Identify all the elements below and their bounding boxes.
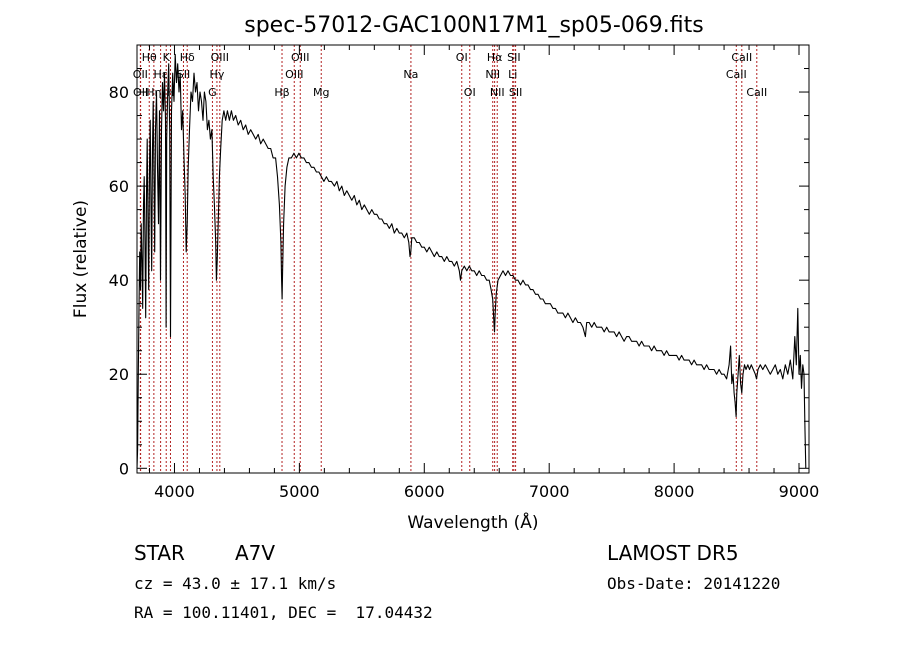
observation-date: Obs-Date: 20141220 <box>607 574 781 593</box>
line-label: CaII <box>726 68 747 81</box>
line-label: NII <box>485 68 500 81</box>
x-tick-label: 7000 <box>529 482 570 501</box>
x-tick-label: 8000 <box>654 482 695 501</box>
y-tick-label: 40 <box>109 271 129 290</box>
line-label: OIII <box>291 51 309 64</box>
axis-ticks: 4000 5000 6000 7000 8000 9000 0 20 40 60 80 <box>109 44 820 501</box>
line-label: Hδ <box>180 51 195 64</box>
line-label: CaII <box>731 51 752 64</box>
x-tick-label: 9000 <box>779 482 820 501</box>
x-tick-label: 4000 <box>154 482 195 501</box>
spectral-subclass: A7V <box>235 541 276 565</box>
line-label: SII <box>177 68 190 81</box>
y-axis-label: Flux (relative) <box>71 200 91 318</box>
line-label: OII <box>133 86 148 99</box>
y-tick-label: 20 <box>109 365 129 384</box>
line-label: OII <box>133 68 148 81</box>
line-label: OIII <box>285 68 303 81</box>
survey-name: LAMOST DR5 <box>607 541 739 565</box>
chart-title: spec-57012-GAC100N17M1_sp05-069.fits <box>244 13 704 38</box>
y-tick-label: 80 <box>109 83 129 102</box>
line-label: Mg <box>313 86 329 99</box>
line-label: Hγ <box>210 68 225 81</box>
x-tick-label: 5000 <box>279 482 320 501</box>
y-tick-label: 60 <box>109 177 129 196</box>
line-label: Hε <box>153 68 167 81</box>
line-label: G <box>208 86 217 99</box>
y-tick-label: 0 <box>119 459 129 478</box>
plot-frame <box>136 44 810 474</box>
coordinates: RA = 100.11401, DEC = 17.04432 <box>134 603 433 622</box>
line-label: SII <box>507 51 520 64</box>
x-tick-label: 6000 <box>404 482 445 501</box>
line-label: K <box>163 51 171 64</box>
redshift-velocity: cz = 43.0 ± 17.1 km/s <box>134 574 337 593</box>
line-label: Hθ <box>142 51 157 64</box>
line-markers <box>139 45 758 473</box>
spectrum-line <box>136 53 807 469</box>
line-label: OI <box>456 51 468 64</box>
line-label: NII <box>490 86 505 99</box>
line-label: OIII <box>211 51 229 64</box>
line-label: SII <box>509 86 522 99</box>
x-axis-label: Wavelength (Å) <box>407 511 538 533</box>
object-type: STAR <box>134 541 185 565</box>
line-label: H <box>166 86 174 99</box>
line-label: CaII <box>746 86 767 99</box>
line-label: Li <box>508 68 517 81</box>
line-label: Hβ <box>274 86 289 99</box>
line-label: OI <box>464 86 476 99</box>
line-label: Hη <box>146 86 161 99</box>
line-label: Hα <box>487 51 503 64</box>
line-label: Na <box>403 68 418 81</box>
